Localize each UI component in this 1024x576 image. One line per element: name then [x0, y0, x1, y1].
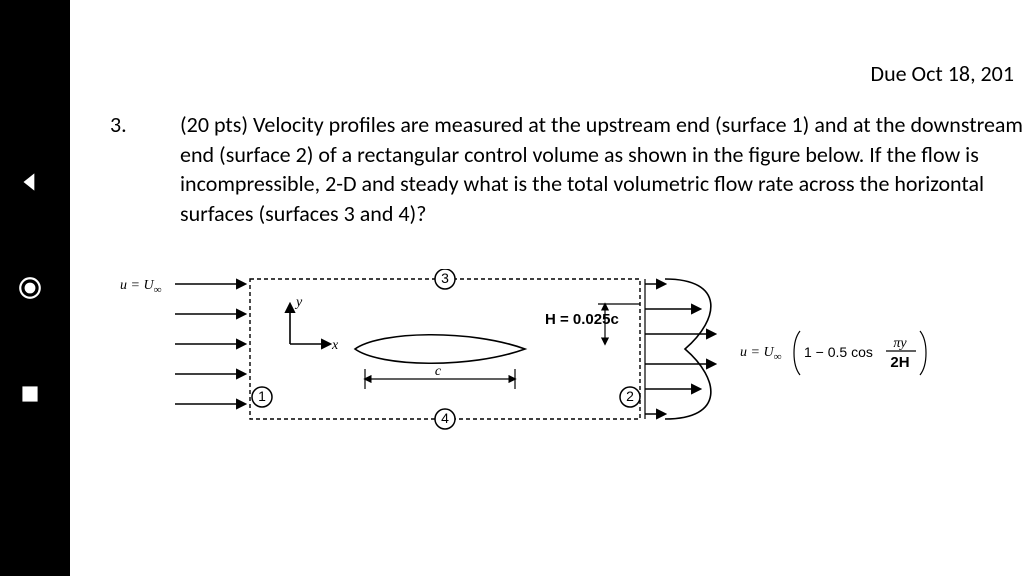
axes: y x	[290, 295, 339, 353]
problem-number: 3.	[110, 110, 180, 229]
svg-text:y: y	[294, 295, 303, 310]
chord-dim: c	[365, 364, 515, 389]
svg-text:4: 4	[441, 410, 449, 426]
svg-text:H = 0.025c: H = 0.025c	[545, 311, 619, 328]
inlet-arrows	[175, 284, 245, 404]
problem-text: (20 pts) Velocity profiles are measured …	[180, 110, 1024, 229]
label-u-inf-left: u = U∞	[120, 278, 162, 296]
problem-block: 3. (20 pts) Velocity profiles are measur…	[110, 110, 1024, 229]
svg-text:x: x	[331, 338, 339, 353]
due-date: Due Oct 18, 201	[871, 60, 1014, 87]
document-page: Due Oct 18, 201 3. (20 pts) Velocity pro…	[70, 0, 1024, 576]
airfoil	[355, 334, 525, 363]
h-dim: H = 0.025c	[545, 304, 640, 344]
surface-1: 1	[252, 387, 272, 407]
figure: u = U∞ 1 2 3 4	[120, 269, 1024, 454]
svg-text:c: c	[435, 364, 442, 379]
svg-text:1: 1	[258, 388, 266, 404]
system-nav-bar	[0, 0, 60, 576]
surface-3: 3	[435, 269, 455, 289]
svg-text:πy: πy	[893, 336, 907, 351]
svg-text:1 − 0.5 cos: 1 − 0.5 cos	[804, 344, 873, 360]
outlet-profile	[645, 279, 715, 419]
svg-text:2H: 2H	[890, 354, 909, 371]
home-icon[interactable]	[17, 275, 43, 301]
svg-text:2: 2	[626, 388, 634, 404]
outlet-equation: u = U∞ 1 − 0.5 cos πy 2H	[740, 331, 926, 375]
surface-2: 2	[620, 387, 640, 407]
svg-text:u = U∞: u = U∞	[740, 345, 782, 363]
surface-4: 4	[435, 409, 455, 429]
back-icon[interactable]	[17, 169, 43, 195]
control-volume	[250, 279, 640, 419]
svg-text:3: 3	[441, 270, 449, 286]
recent-icon[interactable]	[17, 381, 43, 407]
